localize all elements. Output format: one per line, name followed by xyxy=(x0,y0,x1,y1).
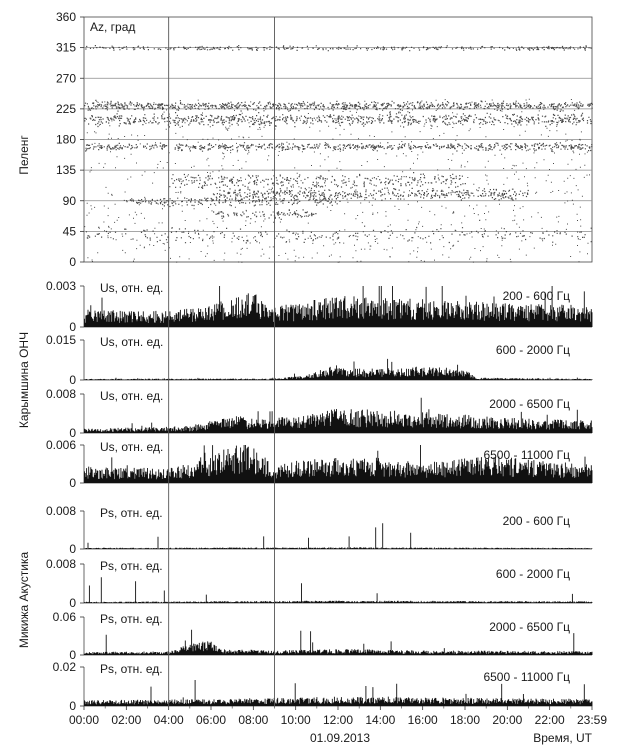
panel-tick-label: 0.006 xyxy=(46,438,76,452)
panel-tick-label: 0.008 xyxy=(46,504,76,518)
time-tick-label: 23:59 xyxy=(577,713,607,727)
time-tick-label: 18:00 xyxy=(450,713,480,727)
panel-tick-label: 0 xyxy=(69,320,76,334)
panel-signal xyxy=(84,523,593,549)
panel-tick-label: 0.02 xyxy=(53,660,77,674)
date-label: 01.09.2013 xyxy=(310,731,370,745)
bearing-tick-label: 315 xyxy=(56,41,76,55)
panel-band-label: 6500 - 11000 Гц xyxy=(483,448,570,462)
time-tick-label: 20:00 xyxy=(492,713,522,727)
panel-tick-label: 0 xyxy=(69,426,76,440)
panel-band-label: 2000 - 6500 Гц xyxy=(489,620,570,634)
panels: 0 45 90 135 180 225 270 315 360 Az, град 0.003 0 Us,… xyxy=(46,10,593,713)
bearing-tick-label: 135 xyxy=(56,163,76,177)
panel-band-label: 200 - 600 Гц xyxy=(503,514,571,528)
bearing-tick-label: 270 xyxy=(56,71,76,85)
panel-band-label: 2000 - 6500 Гц xyxy=(489,397,570,411)
bearing-tick-label: 225 xyxy=(56,102,76,116)
panel-signal xyxy=(84,397,593,433)
panel-tick-label: 0 xyxy=(69,699,76,713)
panel-signal xyxy=(84,629,593,655)
panel-tick-label: 0 xyxy=(69,596,76,610)
timeseries-panel: 0.008 0 Ps, отн. ед. 200 - 600 Гц xyxy=(46,504,593,556)
timeseries-panel: 0.02 0 Ps, отн. ед. 6500 - 11000 Гц xyxy=(53,660,593,713)
acoustic-group-label: Микижа Акустика xyxy=(17,552,31,649)
panel-signal xyxy=(84,286,593,327)
bearing-tick-label: 45 xyxy=(63,224,77,238)
panel-series-label: Ps, отн. ед. xyxy=(100,662,163,676)
timeseries-panel: 0.008 0 Us, отн. ед. 2000 - 6500 Гц xyxy=(46,387,593,440)
time-axis: 00:00 02:00 04:00 06:00 08:00 10:00 12:00 14:00… xyxy=(69,706,607,727)
time-tick-label: 02:00 xyxy=(111,713,141,727)
panel-signal xyxy=(84,445,593,483)
bearing-panel: 0 45 90 135 180 225 270 315 360 Az, град xyxy=(56,10,593,269)
panel-tick-label: 0 xyxy=(69,476,76,490)
panel-tick-label: 0.003 xyxy=(46,279,76,293)
time-tick-label: 00:00 xyxy=(69,713,99,727)
panel-series-label: Ps, отн. ед. xyxy=(100,559,163,573)
panel-tick-label: 0 xyxy=(69,542,76,556)
time-tick-label: 10:00 xyxy=(281,713,311,727)
timeseries-panel: 0.006 0 Us, отн. ед. 6500 - 11000 Гц xyxy=(46,438,593,490)
time-tick-label: 08:00 xyxy=(238,713,268,727)
timeseries-panel: 0.015 0 Us, отн. ед. 600 - 2000 Гц xyxy=(46,333,593,387)
time-markers xyxy=(168,17,275,706)
time-tick-label: 04:00 xyxy=(154,713,184,727)
panel-series-label: Ps, отн. ед. xyxy=(100,506,163,520)
panel-series-label: Us, отн. ед. xyxy=(100,389,163,403)
bearing-group-label: Пеленг xyxy=(17,135,31,175)
panel-band-label: 200 - 600 Гц xyxy=(503,289,571,303)
timeseries-panel: 0.008 0 Ps, отн. ед. 600 - 2000 Гц xyxy=(46,557,593,610)
bearing-points xyxy=(84,45,593,263)
panel-tick-label: 0.008 xyxy=(46,557,76,571)
panel-series-label: Us, отн. ед. xyxy=(100,281,163,295)
timeseries-panel: 0.003 0 Us, отн. ед. 200 - 600 Гц xyxy=(46,279,593,334)
panel-tick-label: 0.008 xyxy=(46,387,76,401)
panel-band-label: 600 - 2000 Гц xyxy=(496,567,570,581)
bearing-tick-label: 0 xyxy=(69,255,76,269)
time-tick-label: 22:00 xyxy=(535,713,565,727)
panel-series-label: Us, отн. ед. xyxy=(100,335,163,349)
time-axis-label: Время, UT xyxy=(533,731,592,745)
panel-band-label: 6500 - 11000 Гц xyxy=(483,670,570,684)
panel-tick-label: 0.06 xyxy=(53,610,77,624)
panel-signal xyxy=(84,577,593,603)
vlf-group-label: Карымшина ОНЧ xyxy=(17,332,31,428)
time-tick-label: 12:00 xyxy=(323,713,353,727)
bearing-series-label: Az, град xyxy=(90,20,135,34)
bearing-tick-label: 90 xyxy=(63,194,77,208)
panel-band-label: 600 - 2000 Гц xyxy=(496,343,570,357)
panel-series-label: Us, отн. ед. xyxy=(100,440,163,454)
panel-tick-label: 0 xyxy=(69,373,76,387)
panel-series-label: Ps, отн. ед. xyxy=(100,612,163,626)
panel-signal xyxy=(84,680,593,706)
panel-tick-label: 0.015 xyxy=(46,333,76,347)
panel-tick-label: 0 xyxy=(69,648,76,662)
time-tick-label: 16:00 xyxy=(408,713,438,727)
panel-signal xyxy=(84,358,593,380)
bearing-tick-label: 180 xyxy=(56,133,76,147)
bearing-tick-label: 360 xyxy=(56,10,76,24)
time-tick-label: 06:00 xyxy=(196,713,226,727)
timeseries-panel: 0.06 0 Ps, отн. ед. 2000 - 6500 Гц xyxy=(53,610,593,662)
time-tick-label: 14:00 xyxy=(365,713,395,727)
